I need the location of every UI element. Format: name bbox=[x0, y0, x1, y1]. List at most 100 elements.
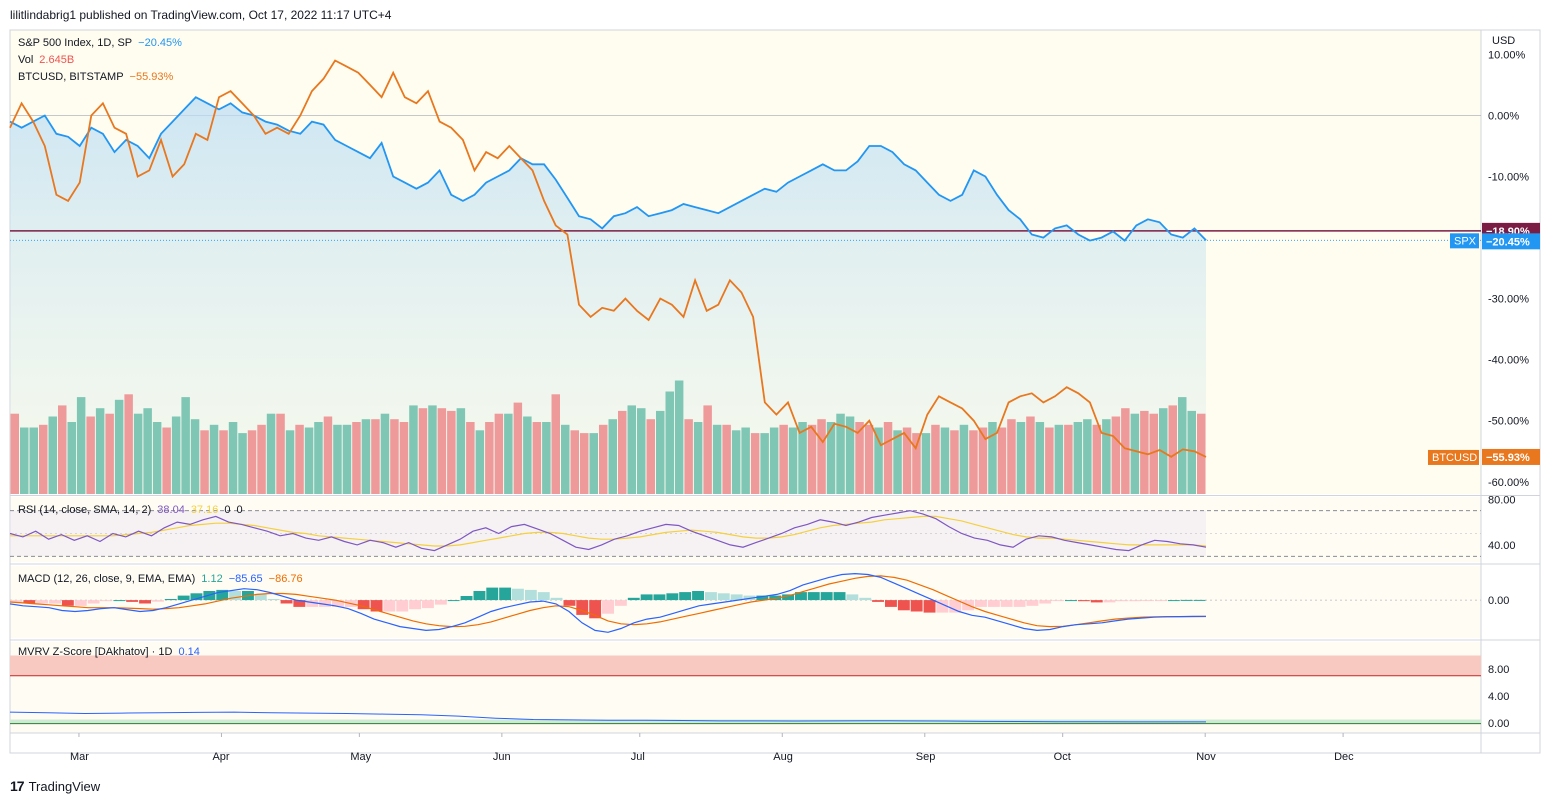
main-ytick-label: -10.00% bbox=[1488, 172, 1529, 184]
volume-bar bbox=[674, 380, 684, 494]
main-legend-value: −20.45% bbox=[138, 37, 182, 49]
macd-histogram-bar bbox=[1052, 600, 1065, 602]
volume-bar bbox=[779, 424, 788, 494]
volume-bar bbox=[1026, 416, 1035, 494]
macd-histogram-bar bbox=[319, 600, 331, 607]
volume-bar bbox=[485, 422, 494, 494]
volume-bar bbox=[171, 416, 181, 494]
macd-histogram-bar bbox=[216, 589, 229, 601]
macd-histogram-bar bbox=[1026, 600, 1039, 606]
macd-histogram-bar bbox=[524, 589, 537, 601]
main-legend-value: 2.645B bbox=[39, 54, 74, 66]
volume-bar bbox=[627, 405, 636, 494]
volume-bar bbox=[228, 422, 238, 494]
spx-series-tag-bg bbox=[1450, 233, 1479, 249]
volume-bar bbox=[1187, 410, 1196, 494]
volume-bar bbox=[190, 419, 200, 494]
spx-series-line bbox=[9, 96, 1207, 242]
macd-histogram-bar bbox=[1116, 600, 1129, 602]
rsi-legend-value: 0 bbox=[224, 504, 230, 516]
volume-bar bbox=[883, 422, 893, 494]
macd-histogram-bar bbox=[370, 600, 383, 612]
volume-bar bbox=[513, 402, 523, 494]
rsi-line bbox=[9, 510, 1207, 552]
macd-histogram-bar bbox=[949, 600, 962, 613]
x-axis-label: Aug bbox=[773, 751, 793, 763]
x-axis-label: Jun bbox=[493, 751, 511, 763]
volume-bar bbox=[570, 430, 579, 494]
main-ytick-label: -30.00% bbox=[1488, 294, 1529, 306]
mvrv-overvalued-zone bbox=[10, 655, 1481, 676]
macd-histogram-bar bbox=[460, 596, 473, 601]
volume-bar bbox=[1007, 419, 1016, 494]
volume-bar bbox=[418, 408, 428, 494]
macd-histogram-bar bbox=[1077, 600, 1090, 602]
main-legend-label: S&P 500 Index, 1D, SP bbox=[18, 37, 132, 49]
spx-price-label-bg bbox=[1482, 233, 1540, 250]
volume-bar bbox=[10, 413, 19, 494]
volume-bar bbox=[599, 424, 608, 494]
x-axis-label: Jul bbox=[631, 751, 645, 763]
volume-bar bbox=[798, 422, 807, 494]
volume-bar bbox=[817, 419, 826, 494]
macd-histogram-bar bbox=[807, 592, 820, 601]
volume-bar bbox=[1102, 419, 1111, 494]
volume-bar bbox=[238, 433, 247, 494]
volume-bar bbox=[1111, 416, 1121, 494]
macd-histogram-bar bbox=[499, 587, 512, 601]
volume-bar bbox=[409, 405, 418, 494]
rsi-legend-label: RSI (14, close, SMA, 14, 2) bbox=[18, 504, 151, 516]
macd-histogram-bar bbox=[1039, 600, 1052, 604]
volume-bar bbox=[1168, 405, 1177, 494]
volume-bar bbox=[380, 413, 390, 494]
macd-histogram-bar bbox=[910, 600, 923, 612]
volume-bar bbox=[712, 424, 722, 494]
macd-histogram-bar bbox=[589, 600, 602, 619]
macd-histogram-bar bbox=[756, 595, 769, 601]
volume-bar bbox=[29, 427, 38, 494]
mvrv-ytick-label: 8.00 bbox=[1488, 664, 1509, 676]
macd-histogram-bar bbox=[872, 600, 884, 602]
volume-bar bbox=[276, 413, 285, 494]
volume-bar bbox=[807, 424, 817, 494]
volume-bar bbox=[285, 430, 295, 494]
macd-histogram-bar bbox=[602, 600, 614, 614]
macd-histogram-bar bbox=[126, 600, 139, 602]
macd-histogram-bar bbox=[293, 600, 306, 607]
btcusd-price-label: −55.93% bbox=[1486, 452, 1530, 464]
rsi-ytick-label: 40.00 bbox=[1488, 540, 1516, 552]
macd-histogram-bar bbox=[87, 600, 100, 604]
volume-bar bbox=[48, 416, 57, 494]
macd-histogram-bar bbox=[512, 588, 524, 601]
macd-histogram-bar bbox=[254, 594, 267, 601]
macd-histogram-bar bbox=[280, 600, 293, 604]
volume-bar bbox=[76, 397, 86, 494]
macd-histogram-bar bbox=[100, 600, 113, 602]
volume-bar bbox=[1045, 427, 1054, 494]
macd-histogram-bar bbox=[409, 600, 422, 610]
volume-bar bbox=[304, 427, 314, 494]
volume-bar bbox=[788, 427, 798, 494]
tradingview-footer[interactable]: 17 TradingView bbox=[10, 778, 100, 794]
volume-bar bbox=[1121, 408, 1130, 494]
volume-bar bbox=[390, 419, 399, 494]
volume-bar bbox=[665, 391, 674, 494]
volume-bar bbox=[912, 433, 921, 494]
main-ytick-label: 10.00% bbox=[1488, 49, 1526, 61]
spx-area-fill bbox=[10, 97, 1206, 494]
volume-bar bbox=[959, 424, 969, 494]
btc-series-tag: BTCUSD bbox=[1432, 452, 1477, 464]
volume-bar bbox=[314, 422, 323, 494]
macd-histogram-bar bbox=[1103, 600, 1116, 603]
volume-bar bbox=[124, 394, 133, 494]
macd-histogram-bar bbox=[923, 600, 936, 613]
main-ytick-label: -50.00% bbox=[1488, 416, 1529, 428]
macd-histogram-bar bbox=[1142, 600, 1155, 602]
macd-signal-line bbox=[9, 575, 1207, 628]
volume-bar bbox=[902, 427, 912, 494]
macd-histogram-bar bbox=[537, 592, 550, 601]
volume-bar bbox=[247, 430, 257, 494]
volume-bar bbox=[741, 427, 750, 494]
mvrv-legend-label: MVRV Z-Score [DAkhatov] · 1D bbox=[18, 646, 173, 658]
